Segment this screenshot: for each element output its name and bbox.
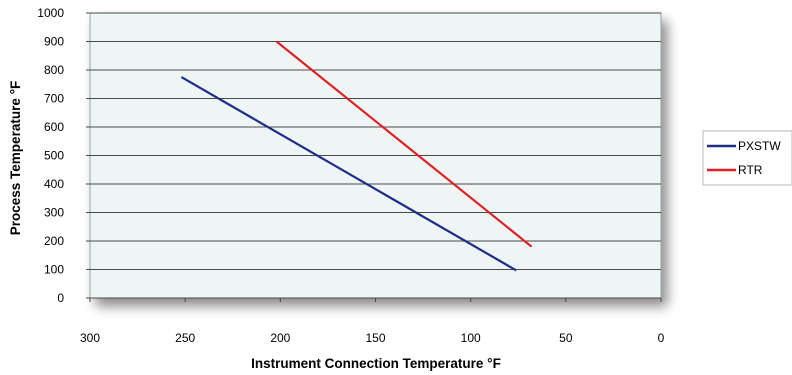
- y-tick-label: 900: [44, 35, 64, 49]
- x-axis-title: Instrument Connection Temperature °F: [251, 356, 501, 371]
- x-tick-label: 150: [365, 331, 385, 345]
- x-tick-label: 100: [461, 331, 481, 345]
- x-tick-label: 200: [270, 331, 290, 345]
- x-tick-label: 250: [175, 331, 195, 345]
- y-axis-ticks: 0 100 200 300 400 500 600 700 800 900 1000: [37, 6, 90, 305]
- legend-rtr-label: RTR: [738, 163, 763, 177]
- legend: PXSTW RTR: [702, 130, 792, 186]
- y-tick-label: 600: [44, 120, 64, 134]
- x-tick-label: 50: [559, 331, 573, 345]
- series-line-pxstw: [180, 76, 517, 272]
- grid-lines: [90, 12, 661, 270]
- series-lines: [180, 40, 533, 272]
- series-line-rtr: [275, 40, 533, 248]
- y-tick-label: 100: [44, 263, 64, 277]
- y-tick-label: 0: [57, 291, 64, 305]
- x-tick-label: 0: [658, 331, 665, 345]
- y-tick-label: 300: [44, 206, 64, 220]
- y-tick-label: 200: [44, 234, 64, 248]
- x-axis-ticks: 300 250 200 150 100 50 0: [80, 297, 665, 345]
- legend-box: [702, 130, 792, 186]
- y-tick-label: 1000: [37, 6, 64, 20]
- y-axis-title: Process Temperature °F: [8, 81, 23, 235]
- y-tick-label: 800: [44, 63, 64, 77]
- legend-pxstw-label: PXSTW: [738, 139, 781, 153]
- x-tick-label: 300: [80, 331, 100, 345]
- y-tick-label: 700: [44, 92, 64, 106]
- y-tick-label: 500: [44, 149, 64, 163]
- y-tick-label: 400: [44, 177, 64, 191]
